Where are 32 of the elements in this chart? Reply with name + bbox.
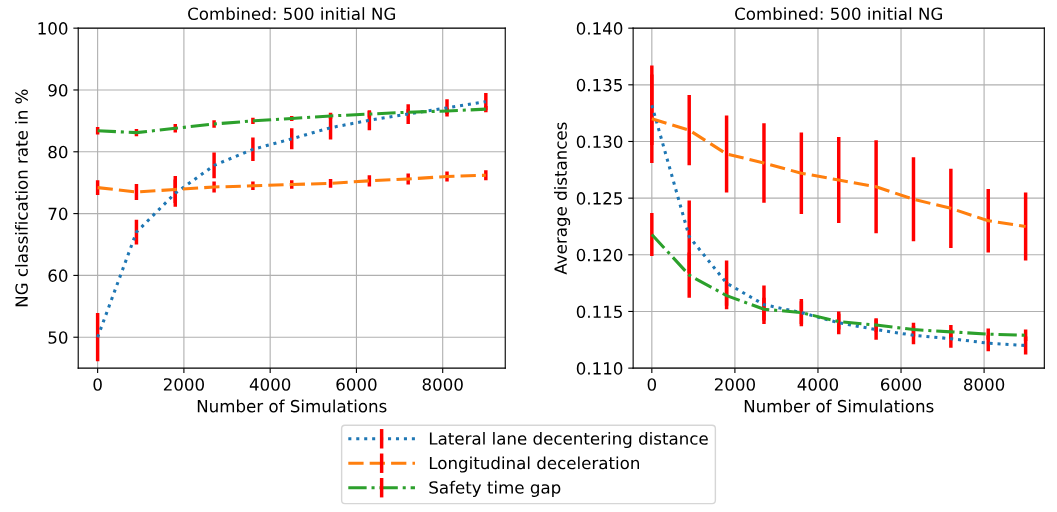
y-tick-label: 90 bbox=[48, 83, 68, 97]
x-tick-label: 4000 bbox=[249, 378, 291, 391]
y-tick-label: 80 bbox=[48, 145, 68, 159]
x-tick-label: 0 bbox=[93, 378, 102, 391]
y-tick-label: 0.120 bbox=[576, 248, 623, 262]
x-tick-label: 8000 bbox=[422, 378, 463, 391]
y-tick-label: 0.135 bbox=[576, 78, 622, 92]
x-tick-label: 8000 bbox=[964, 378, 1005, 391]
y-tick-label: 100 bbox=[38, 22, 68, 35]
y-tick-label: 0.115 bbox=[576, 305, 622, 319]
y-tick-label: 0.130 bbox=[576, 135, 623, 149]
chart-title: Combined: 500 initial NG bbox=[188, 7, 395, 21]
chart-title: Combined: 500 initial NG bbox=[735, 7, 942, 21]
x-tick-label: 6000 bbox=[336, 378, 377, 391]
x-axis-title: Number of Simulations bbox=[197, 399, 387, 413]
y-axis-title: Average distances bbox=[554, 122, 571, 275]
y-tick-label: 70 bbox=[48, 207, 68, 221]
legend-label: Longitudinal deceleration bbox=[429, 456, 639, 473]
x-tick-label: 4000 bbox=[797, 378, 839, 391]
x-tick-label: 2000 bbox=[714, 378, 755, 391]
x-axis-title: Number of Simulations bbox=[744, 399, 934, 413]
y-tick-label: 60 bbox=[48, 269, 68, 282]
y-tick-label: 0.140 bbox=[576, 22, 623, 35]
legend-label: Lateral lane decentering distance bbox=[429, 431, 708, 449]
x-tick-label: 0 bbox=[647, 378, 657, 391]
x-tick-label: 2000 bbox=[163, 378, 204, 391]
x-tick-label: 6000 bbox=[880, 378, 922, 391]
y-tick-label: 0.125 bbox=[576, 192, 622, 205]
y-axis-title: NG classification rate in % bbox=[15, 89, 28, 307]
legend-label: Safety time gap bbox=[429, 480, 561, 497]
y-tick-label: 50 bbox=[48, 331, 68, 344]
y-tick-label: 0.110 bbox=[576, 362, 623, 375]
